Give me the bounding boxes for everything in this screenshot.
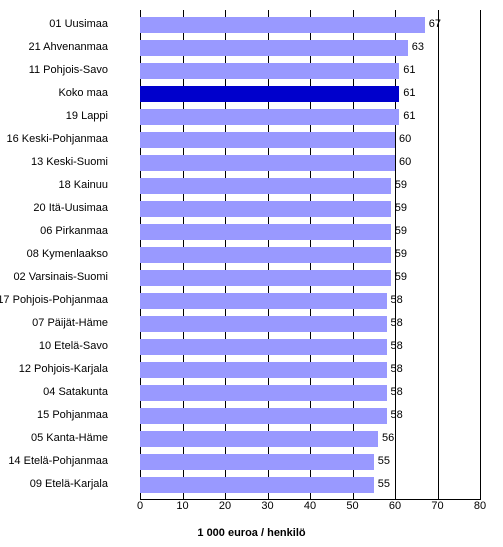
bar — [140, 339, 387, 355]
y-axis-label: 09 Etelä-Karjala — [0, 473, 112, 496]
value-label: 61 — [401, 82, 415, 105]
y-axis-label: 19 Lappi — [0, 105, 112, 128]
bar — [140, 178, 391, 194]
value-label: 67 — [427, 13, 441, 36]
bar — [140, 454, 374, 470]
bar — [140, 247, 391, 263]
x-tick-label: 20 — [215, 500, 235, 512]
value-label: 58 — [389, 312, 403, 335]
bar — [140, 17, 425, 33]
value-label: 59 — [393, 243, 407, 266]
x-tick-label: 30 — [258, 500, 278, 512]
x-tick-label: 0 — [130, 500, 150, 512]
chart-container: 01 Uusimaa 67 21 Ahvenanmaa 63 11 Pohjois-Sa… — [0, 0, 503, 547]
x-axis-label: 1 000 euroa / henkilö — [0, 527, 503, 539]
value-label: 56 — [380, 427, 394, 450]
y-axis-label: 21 Ahvenanmaa — [0, 36, 112, 59]
plot-area: 01 Uusimaa6721 Ahvenanmaa6311 Pohjois-Sa… — [140, 10, 480, 500]
bar — [140, 155, 395, 171]
bar — [140, 132, 395, 148]
y-axis-label: 02 Varsinais-Suomi — [0, 266, 112, 289]
value-label: 58 — [389, 404, 403, 427]
bar — [140, 293, 387, 309]
bar — [140, 40, 408, 56]
x-tick-label: 60 — [385, 500, 405, 512]
y-axis-label: Koko maa — [0, 82, 112, 105]
value-label: 61 — [401, 59, 415, 82]
bar — [140, 201, 391, 217]
gridline — [480, 10, 481, 500]
bar — [140, 431, 378, 447]
y-axis-label: 18 Kainuu — [0, 174, 112, 197]
bar — [140, 224, 391, 240]
value-label: 58 — [389, 289, 403, 312]
value-label: 63 — [410, 36, 424, 59]
value-label: 58 — [389, 381, 403, 404]
bar — [140, 408, 387, 424]
y-axis-label: 13 Keski-Suomi — [0, 151, 112, 174]
x-tick-label: 70 — [428, 500, 448, 512]
value-label: 59 — [393, 266, 407, 289]
bar — [140, 385, 387, 401]
x-tick-label: 10 — [173, 500, 193, 512]
bar — [140, 362, 387, 378]
value-label: 59 — [393, 197, 407, 220]
gridline — [438, 10, 439, 500]
y-axis-label: 05 Kanta-Häme — [0, 427, 112, 450]
y-axis-label: 06 Pirkanmaa — [0, 220, 112, 243]
bar — [140, 86, 399, 102]
bar — [140, 477, 374, 493]
value-label: 55 — [376, 450, 390, 473]
y-axis-label: 08 Kymenlaakso — [0, 243, 112, 266]
value-label: 60 — [397, 151, 411, 174]
bar — [140, 109, 399, 125]
value-label: 58 — [389, 335, 403, 358]
value-label: 55 — [376, 473, 390, 496]
bar — [140, 63, 399, 79]
value-label: 61 — [401, 105, 415, 128]
y-axis-label: 01 Uusimaa — [0, 13, 112, 36]
y-axis-label: 12 Pohjois-Karjala — [0, 358, 112, 381]
x-tick-label: 50 — [343, 500, 363, 512]
y-axis-label: 10 Etelä-Savo — [0, 335, 112, 358]
value-label: 59 — [393, 220, 407, 243]
value-label: 59 — [393, 174, 407, 197]
x-tick-label: 40 — [300, 500, 320, 512]
y-axis-label: 16 Keski-Pohjanmaa — [0, 128, 112, 151]
value-label: 60 — [397, 128, 411, 151]
y-axis-label: 11 Pohjois-Savo — [0, 59, 112, 82]
bar — [140, 316, 387, 332]
bar — [140, 270, 391, 286]
y-axis-label: 15 Pohjanmaa — [0, 404, 112, 427]
y-axis-label: 07 Päijät-Häme — [0, 312, 112, 335]
y-axis-label: 20 Itä-Uusimaa — [0, 197, 112, 220]
y-axis-label: 04 Satakunta — [0, 381, 112, 404]
value-label: 58 — [389, 358, 403, 381]
y-axis-label: 14 Etelä-Pohjanmaa — [0, 450, 112, 473]
y-axis-label: 17 Pohjois-Pohjanmaa — [0, 289, 112, 312]
x-tick-label: 80 — [470, 500, 490, 512]
